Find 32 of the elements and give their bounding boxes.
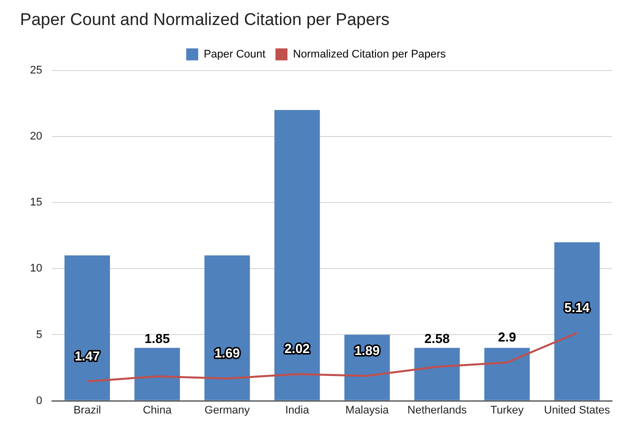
bar: [484, 348, 530, 400]
bar: [554, 242, 600, 400]
y-tick-label: 15: [30, 196, 42, 209]
data-label: 1.85: [144, 331, 170, 346]
bar: [134, 348, 180, 400]
legend-label: Paper Count: [204, 48, 266, 60]
y-tick-label: 5: [36, 328, 42, 341]
y-tick-label: 25: [30, 64, 42, 76]
x-tick-label: Brazil: [73, 404, 101, 416]
bar: [414, 348, 460, 400]
y-tick-label: 20: [30, 130, 42, 143]
data-label: 2.02: [284, 341, 310, 356]
x-tick-label: Netherlands: [407, 404, 468, 416]
data-label: 5.14: [564, 300, 590, 315]
x-tick-label: Germany: [204, 404, 250, 416]
chart-title: Paper Count and Normalized Citation per Papers: [20, 10, 390, 29]
x-tick-label: Malaysia: [345, 404, 390, 416]
x-tick-label: United States: [544, 404, 611, 416]
data-label: 1.47: [74, 348, 100, 364]
y-tick-label: 0: [36, 394, 42, 407]
data-label: 1.89: [354, 342, 380, 358]
bar: [204, 255, 250, 400]
data-label: 2.9: [498, 330, 516, 345]
y-tick-label: 10: [30, 262, 42, 275]
x-tick-label: China: [142, 404, 172, 416]
x-tick-label: Turkey: [490, 404, 524, 416]
bar: [64, 255, 110, 400]
x-tick-label: India: [285, 404, 310, 416]
bar: [274, 110, 320, 400]
data-label: 1.69: [214, 346, 240, 361]
legend-label: Normalized Citation per Papers: [292, 48, 446, 60]
data-label: 2.58: [424, 331, 450, 346]
